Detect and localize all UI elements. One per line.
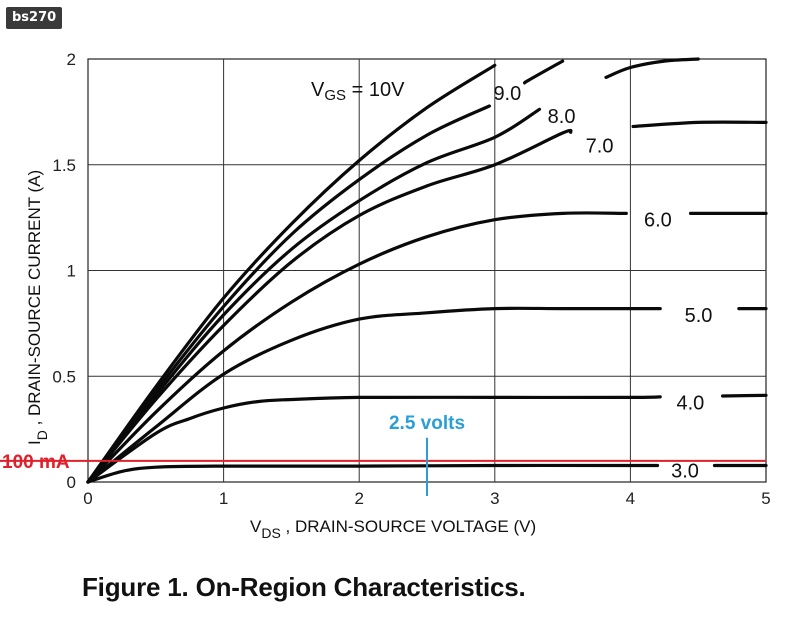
curve-vgs-8.0 (604, 57, 700, 79)
figure-caption: Figure 1. On-Region Characteristics. (82, 572, 526, 602)
curve-label-9.0: 9.0 (493, 83, 521, 105)
curve-vgs-9.0 (522, 59, 565, 85)
curve-vgs-9.0 (86, 104, 491, 484)
x-tick-label: 2 (354, 489, 363, 508)
curve-vgs-7.0 (631, 120, 768, 129)
x-tick-label: 4 (626, 489, 635, 508)
curve-label-3.0: 3.0 (671, 460, 699, 482)
x-tick-label: 5 (761, 489, 770, 508)
x-axis-label: VDS , DRAIN-SOURCE VOLTAGE (V) (250, 517, 536, 541)
y-tick-label: 1 (67, 262, 76, 281)
x-tick-label: 3 (490, 489, 499, 508)
curve-label-8.0: 8.0 (548, 106, 576, 128)
curve-vgs-10V (86, 63, 497, 484)
x-tick-label: 1 (219, 489, 228, 508)
curves (86, 57, 768, 484)
curve-vgs-4.0 (86, 395, 662, 484)
x-tick-label: 0 (83, 489, 92, 508)
y-tick-label: 0 (67, 473, 76, 492)
y-axis-label: ID , DRAIN-SOURCE CURRENT (A) (25, 170, 50, 445)
vgs-label: VGS = 10V (311, 79, 405, 104)
curve-vgs-7.0 (86, 128, 573, 484)
curve-label-6.0: 6.0 (644, 210, 672, 232)
y-tick-label: 2 (67, 50, 76, 69)
y-tick-label: 1.5 (52, 156, 76, 175)
curve-labels: 9.0 8.0 7.0 6.0 5.0 4.0 3.0 (493, 83, 712, 483)
curve-label-7.0: 7.0 (586, 136, 614, 158)
vline-label: 2.5 volts (389, 413, 465, 434)
badge: bs270 (6, 7, 63, 29)
y-tick-label: 0.5 (52, 367, 76, 386)
chart: 100 mA 2.5 volts 0 1 2 3 4 5 0 0.5 1 1.5 2 9.0 8.0 7.… (0, 50, 771, 541)
tick-labels: 0 1 2 3 4 5 0 0.5 1 1.5 2 (52, 50, 770, 508)
curve-vgs-5.0 (86, 306, 662, 484)
curve-vgs-8.0 (86, 107, 542, 484)
curve-vgs-4.0 (721, 393, 768, 398)
curve-label-4.0: 4.0 (677, 393, 705, 415)
curve-vgs-3.0 (86, 463, 660, 484)
hline-label: 100 mA (2, 452, 70, 473)
curve-label-5.0: 5.0 (685, 305, 713, 327)
curve-vgs-6.0 (86, 211, 628, 484)
annotations: 100 mA 2.5 volts (0, 413, 766, 496)
